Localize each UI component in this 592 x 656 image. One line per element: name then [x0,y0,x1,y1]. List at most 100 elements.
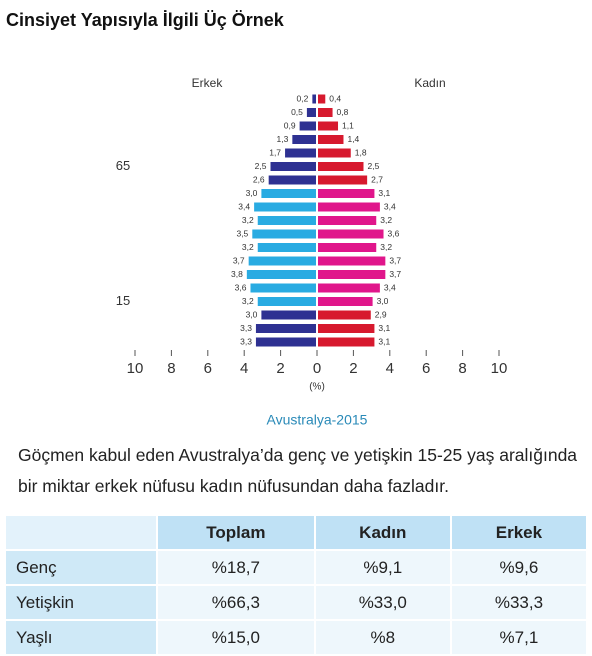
value-label: 3,2 [242,242,254,252]
value-label: 3,7 [233,255,245,265]
x-tick-label: 4 [386,360,394,377]
value-label: 3,7 [389,269,401,279]
value-label: 3,0 [246,309,258,319]
x-tick-label: 10 [127,360,144,377]
value-label: 2,9 [375,309,387,319]
table-cell: Yetişkin [6,586,156,619]
chart: Erkek0,20,50,91,31,72,52,63,03,43,23,53,… [116,76,508,428]
table-cell: %33,0 [315,586,450,619]
bar [318,337,375,347]
bar [318,297,373,306]
x-tick-label: 10 [491,360,508,377]
bar [255,337,316,347]
y-tick-label: 65 [116,158,130,173]
value-label: 3,6 [388,228,400,238]
bar [270,162,316,171]
value-label: 3,3 [240,336,252,346]
bar [248,256,316,266]
table-cell: Kadın [315,516,450,549]
value-label: 3,1 [378,336,390,346]
bar [318,202,380,212]
bar [250,283,316,293]
table-cell: Erkek [451,516,586,549]
legend-label: Erkek [192,76,224,90]
table-cell: %8 [315,621,450,654]
table-cell: %18,7 [158,551,314,584]
x-tick-label: 6 [422,360,430,377]
bar [299,121,316,131]
legend-label: Kadın [414,76,445,90]
bar [255,324,316,333]
bar [318,229,384,239]
value-label: 3,4 [384,282,396,292]
bar [318,310,371,320]
table-row: Yaşlı %15,0 %8 %7,1 [6,621,586,654]
bar [318,270,386,279]
bar [318,283,380,293]
bar [318,162,364,171]
value-label: 0,4 [329,93,341,103]
value-label: 3,3 [240,323,252,333]
table-cell: Toplam [158,516,314,549]
bar [292,135,316,144]
value-label: 3,2 [242,296,254,306]
value-label: 3,2 [380,242,392,252]
x-tick-label: 4 [240,360,248,377]
x-tick-label: 8 [458,360,466,377]
value-label: 3,1 [378,323,390,333]
bar [318,121,339,131]
value-label: 0,5 [291,107,303,117]
value-label: 2,6 [253,174,265,184]
bar [318,148,351,158]
table-row: Yetişkin %66,3 %33,0 %33,3 [6,586,586,619]
bar [261,310,316,320]
bar [318,256,386,266]
value-label: 3,0 [246,188,258,198]
value-label: 3,4 [384,201,396,211]
bar [318,175,368,185]
value-label: 0,8 [337,107,349,117]
value-label: 3,5 [236,228,248,238]
bar [318,108,333,117]
page-title: Cinsiyet Yapısıyla İlgili Üç Örnek [6,10,284,30]
bar [318,243,377,252]
table-row: Genç %18,7 %9,1 %9,6 [6,551,586,584]
x-tick-label: 2 [276,360,284,377]
table-cell: %66,3 [158,586,314,619]
header-row: Toplam Kadın Erkek [6,516,586,549]
bar [318,135,344,144]
value-label: 3,8 [231,269,243,279]
table-cell: %9,6 [451,551,586,584]
caption: Avustralya-2015 [267,412,368,428]
bar [257,243,316,252]
x-axis-label: (%) [309,382,325,393]
value-label: 3,0 [377,296,389,306]
x-tick-label: 8 [167,360,175,377]
value-label: 1,1 [342,120,354,130]
bar [257,216,316,225]
x-tick-label: 6 [204,360,212,377]
table-cell: %15,0 [158,621,314,654]
bar [318,189,375,198]
bar [254,202,316,212]
bar [257,297,316,306]
bar [268,175,316,185]
table-cell: %9,1 [315,551,450,584]
table-cell: Yaşlı [6,621,156,654]
bar [318,94,326,104]
value-label: 1,3 [277,134,289,144]
value-label: 3,2 [380,215,392,225]
bar [252,229,316,239]
bar [246,270,316,279]
value-label: 3,4 [238,201,250,211]
table: Toplam Kadın Erkek Genç %18,7 %9,1 %9,6 Yetişki… [4,514,588,656]
bar [285,148,316,158]
bar [306,108,316,117]
table-cell: %33,3 [451,586,586,619]
value-label: 3,1 [378,188,390,198]
x-tick-label: 2 [349,360,357,377]
value-label: 1,7 [269,147,281,157]
y-tick-label: 15 [116,293,130,308]
bar [312,94,316,104]
bar [318,324,375,333]
